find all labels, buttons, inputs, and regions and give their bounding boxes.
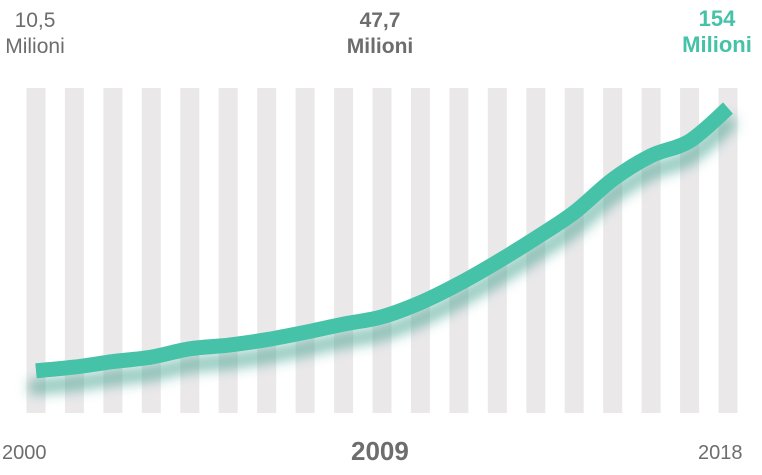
- annotation-end-unit: Milioni: [682, 32, 752, 57]
- data-point-2009: [379, 314, 385, 320]
- year-stripe-2005: [218, 88, 238, 413]
- series-line: [35, 102, 734, 379]
- year-stripe-2010: [410, 88, 430, 413]
- x-tick-label-start: 2000: [2, 442, 47, 464]
- x-tick-label-end: 2018: [698, 442, 743, 464]
- annotation-start-unit: Milioni: [5, 35, 65, 58]
- annotation-end-value: 154: [698, 6, 736, 31]
- data-point-2004: [187, 346, 193, 352]
- data-point-2010: [417, 300, 423, 306]
- data-point-2003: [148, 354, 154, 360]
- series-line-shadow: [28, 116, 736, 395]
- data-point-2011: [456, 281, 462, 287]
- year-stripe-2008: [334, 88, 354, 413]
- year-stripe-2012: [487, 88, 507, 413]
- data-point-2017: [687, 138, 693, 144]
- year-stripe-2009: [372, 88, 392, 413]
- data-point-2000: [33, 368, 39, 374]
- background-stripes: [26, 88, 738, 413]
- year-stripe-2007: [295, 88, 315, 413]
- data-point-2016: [648, 153, 654, 159]
- data-point-2005: [225, 342, 231, 348]
- year-stripe-2004: [180, 88, 200, 413]
- annotation-start: 10,5 Milioni: [0, 8, 70, 60]
- data-point-2018: [725, 105, 731, 111]
- data-point-2008: [341, 321, 347, 327]
- data-point-2006: [264, 337, 270, 343]
- year-stripe-2011: [449, 88, 469, 413]
- series-line-group: [28, 102, 736, 395]
- data-point-2007: [302, 329, 308, 335]
- data-point-2015: [610, 177, 616, 183]
- annotation-mid-unit: Milioni: [346, 35, 414, 58]
- year-stripe-2001: [64, 88, 84, 413]
- year-stripe-2016: [641, 88, 661, 413]
- data-point-2014: [571, 210, 577, 216]
- year-stripe-2003: [141, 88, 161, 413]
- year-stripe-2015: [603, 88, 623, 413]
- annotation-mid-value: 47,7: [359, 9, 401, 32]
- data-point-2013: [533, 235, 539, 241]
- data-point-2002: [110, 359, 116, 365]
- year-stripe-2014: [564, 88, 584, 413]
- year-stripe-2000: [26, 88, 46, 413]
- annotation-mid: 47,7 Milioni: [330, 8, 430, 60]
- data-point-2012: [494, 259, 500, 265]
- year-stripe-2017: [680, 88, 700, 413]
- x-tick-label-mid: 2009: [351, 436, 409, 466]
- year-stripe-2002: [103, 88, 123, 413]
- annotation-end: 154 Milioni: [672, 6, 762, 58]
- annotation-start-value: 10,5: [14, 9, 56, 32]
- data-point-2001: [71, 364, 77, 370]
- year-stripe-2018: [718, 88, 738, 413]
